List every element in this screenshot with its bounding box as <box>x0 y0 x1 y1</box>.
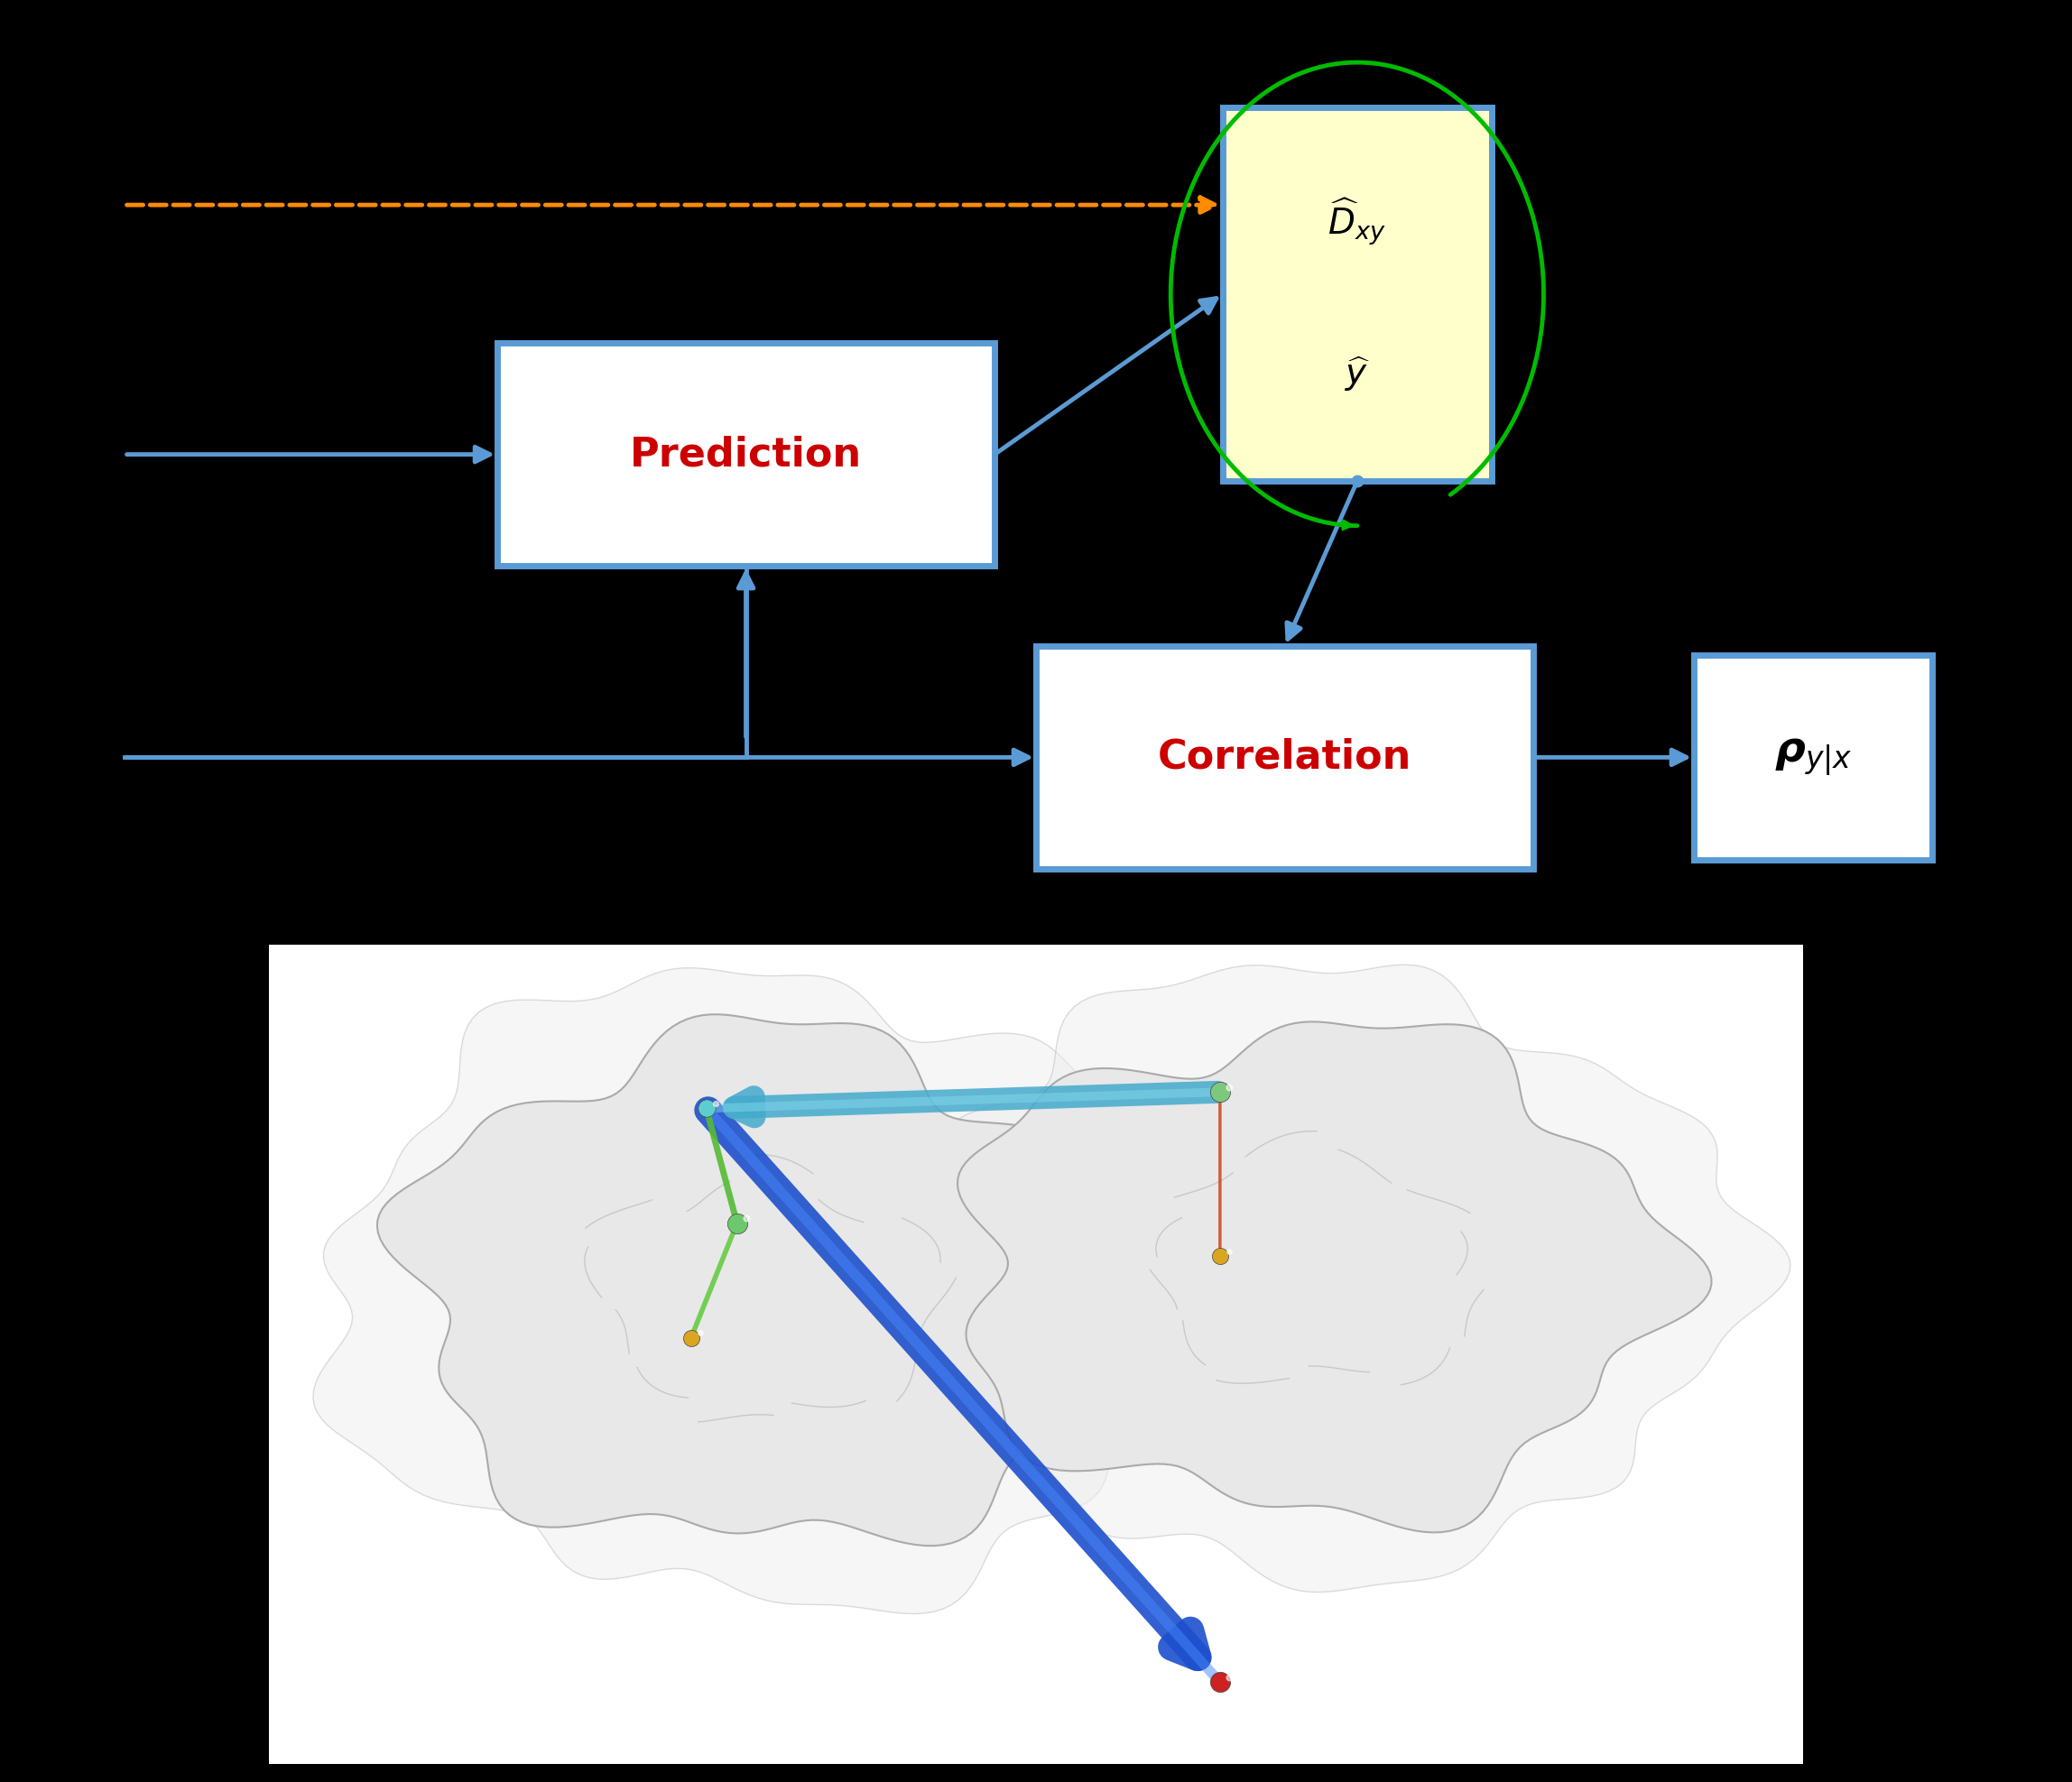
Polygon shape <box>845 964 1790 1591</box>
Polygon shape <box>957 1021 1711 1533</box>
FancyArrowPatch shape <box>707 1110 736 1221</box>
FancyArrowPatch shape <box>733 1092 1218 1117</box>
FancyBboxPatch shape <box>1222 107 1492 481</box>
FancyBboxPatch shape <box>1036 645 1533 870</box>
Text: Prediction: Prediction <box>630 435 862 474</box>
Polygon shape <box>377 1014 1150 1545</box>
Polygon shape <box>313 968 1227 1614</box>
FancyArrowPatch shape <box>692 1226 736 1335</box>
FancyArrowPatch shape <box>709 1110 1198 1657</box>
FancyArrowPatch shape <box>709 1092 1218 1108</box>
Text: $\boldsymbol{\rho}_{y|x}$: $\boldsymbol{\rho}_{y|x}$ <box>1774 738 1852 777</box>
FancyBboxPatch shape <box>269 944 1803 1764</box>
FancyBboxPatch shape <box>1695 654 1931 861</box>
Text: $\widehat{D}_{xy}$: $\widehat{D}_{xy}$ <box>1328 198 1386 248</box>
FancyBboxPatch shape <box>497 342 995 567</box>
Text: Correlation: Correlation <box>1158 738 1411 777</box>
FancyArrowPatch shape <box>709 1110 1218 1680</box>
Text: $\widehat{y}$: $\widehat{y}$ <box>1345 355 1370 394</box>
